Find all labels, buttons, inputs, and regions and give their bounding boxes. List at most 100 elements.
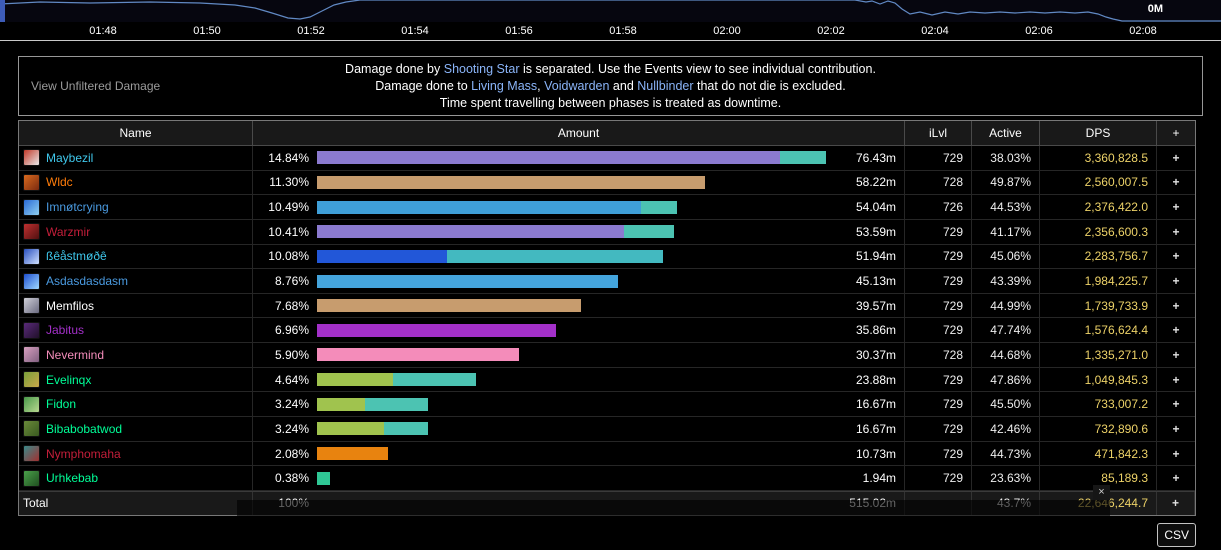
amount-cell: 2.08% 10.73m [253, 441, 905, 466]
ilvl-cell: 729 [905, 219, 972, 244]
expand-row-button[interactable]: + [1172, 421, 1180, 436]
damage-bar-segment [317, 397, 365, 411]
view-unfiltered-damage-link[interactable]: View Unfiltered Damage [31, 79, 161, 93]
damage-bar [317, 348, 520, 362]
active-cell: 23.63% [972, 466, 1040, 490]
dps-cell: 2,283,756.7 [1040, 244, 1157, 269]
damage-bar [317, 151, 826, 165]
column-header-dps[interactable]: DPS [1040, 121, 1157, 145]
player-name-cell: Warzmir [19, 219, 253, 244]
csv-export-button[interactable]: CSV [1157, 523, 1196, 547]
column-header-expand[interactable]: + [1172, 126, 1180, 140]
player-name-link[interactable]: Nevermind [46, 347, 105, 362]
damage-bar-track [317, 225, 826, 239]
expand-row-button[interactable]: + [1172, 323, 1180, 338]
damage-percent: 3.24% [274, 421, 309, 436]
expand-row-button[interactable]: + [1172, 397, 1180, 412]
amount-cell: 3.24% 16.67m [253, 392, 905, 417]
damage-bar-segment [317, 274, 618, 288]
class-icon [23, 469, 40, 487]
damage-percent: 14.84% [268, 150, 309, 165]
expand-row-button[interactable]: + [1172, 175, 1180, 190]
time-axis: 01:48 01:50 01:52 01:54 01:56 01:58 02:00 02:02… [0, 22, 1221, 41]
notice-line: Time spent travelling between phases is … [345, 95, 876, 112]
expand-row-button[interactable]: + [1172, 249, 1180, 264]
damage-bar-track [317, 274, 826, 288]
class-icon [23, 198, 40, 216]
ilvl-cell: 729 [905, 466, 972, 490]
dps-cell: 2,376,422.0 [1040, 195, 1157, 219]
amount-value: 23.88m [855, 372, 896, 387]
damage-percent: 11.30% [269, 175, 309, 190]
dps-cell: 1,335,271.0 [1040, 343, 1157, 367]
game-entity-link[interactable]: Living Mass [471, 78, 538, 93]
class-icon [23, 321, 40, 339]
expand-row-button[interactable]: + [1172, 446, 1180, 461]
expand-row-button[interactable]: + [1172, 372, 1180, 387]
time-tick-label: 01:58 [609, 25, 637, 37]
class-icon [23, 173, 40, 191]
damage-bar-segment [317, 348, 520, 362]
notice-line: Damage done by Shooting Star is separate… [345, 61, 876, 78]
expand-row-button[interactable]: + [1172, 274, 1180, 289]
player-name-link[interactable]: ßêåstmøðê [46, 249, 107, 264]
close-icon[interactable]: × [1093, 485, 1110, 500]
expand-row-button[interactable]: + [1172, 200, 1180, 215]
total-expand-button[interactable]: + [1157, 491, 1195, 515]
expand-row-button[interactable]: + [1172, 347, 1180, 362]
player-name-cell: Nymphomaha [19, 441, 253, 466]
amount-cell: 4.64% 23.88m [253, 367, 905, 392]
notice-lines: Damage done by Shooting Star is separate… [345, 61, 876, 112]
expand-row-button[interactable]: + [1172, 471, 1180, 486]
player-name-link[interactable]: Warzmir [46, 224, 91, 239]
player-name-link[interactable]: Urhkebab [46, 471, 99, 486]
ilvl-cell: 729 [905, 244, 972, 269]
amount-value: 16.67m [855, 421, 896, 436]
damage-bar-segment [317, 200, 641, 214]
player-name-link[interactable]: Fidon [46, 397, 77, 412]
dps-cell: 3,360,828.5 [1040, 146, 1157, 170]
time-tick-label: 01:48 [89, 25, 117, 37]
notice-text: Damage done by [345, 61, 444, 76]
game-entity-link[interactable]: Shooting Star [443, 61, 520, 76]
active-cell: 44.53% [972, 195, 1040, 219]
column-header-name[interactable]: Name [19, 121, 253, 145]
amount-value: 35.86m [855, 323, 896, 338]
damage-bar [317, 447, 389, 460]
class-icon [23, 420, 40, 438]
expand-row-button[interactable]: + [1172, 224, 1180, 239]
dps-cell: 1,576,624.4 [1040, 318, 1157, 343]
damage-percent: 10.08% [268, 249, 309, 264]
player-name-link[interactable]: Evelinqx [46, 372, 92, 387]
damage-bar [317, 323, 556, 337]
class-icon [23, 223, 40, 241]
player-name-link[interactable]: Jabitus [46, 323, 85, 338]
amount-value: 54.04m [855, 200, 896, 215]
game-entity-link[interactable]: Nullbinder [637, 78, 694, 93]
amount-value: 39.57m [855, 298, 896, 313]
damage-bar-segment [317, 471, 330, 485]
expand-row-button[interactable]: + [1172, 298, 1180, 313]
player-name-cell: Fidon [19, 392, 253, 417]
column-header-ilvl[interactable]: iLvl [905, 121, 972, 145]
table-row: Warzmir 10.41% 53.59m 729 41.17% 2,356,600.3 + [19, 219, 1195, 245]
player-name-link[interactable]: Nymphomaha [46, 446, 121, 461]
column-header-active[interactable]: Active [972, 121, 1040, 145]
damage-bar-segment [317, 249, 447, 263]
player-name-link[interactable]: Wldc [46, 175, 73, 190]
table-row: Imnøtcrying 10.49% 54.04m 726 44.53% 2,376,42… [19, 195, 1195, 220]
expand-row-button[interactable]: + [1172, 150, 1180, 165]
player-name-link[interactable]: Memfilos [46, 298, 95, 313]
notice-text: that do not die is excluded. [693, 78, 846, 93]
column-header-amount[interactable]: Amount [253, 121, 905, 145]
amount-value: 1.94m [862, 471, 896, 486]
damage-graph[interactable]: 0M [0, 0, 1221, 22]
damage-percent: 7.68% [274, 298, 309, 313]
game-entity-link[interactable]: Voidwarden [544, 78, 610, 93]
player-name-cell: Urhkebab [19, 466, 253, 490]
player-name-link[interactable]: Maybezil [46, 150, 94, 165]
player-name-link[interactable]: Bibabobatwod [46, 421, 123, 436]
time-tick-label: 02:00 [713, 25, 741, 37]
player-name-link[interactable]: Imnøtcrying [46, 200, 109, 215]
player-name-link[interactable]: Asdasdasdasm [46, 274, 129, 289]
